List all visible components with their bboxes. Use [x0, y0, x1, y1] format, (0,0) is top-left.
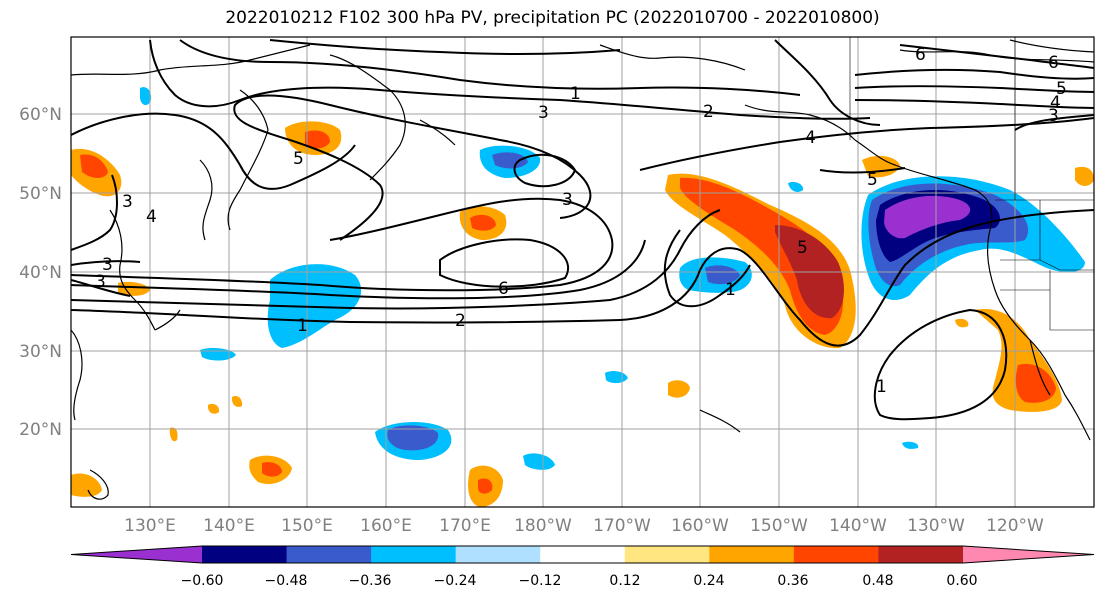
- lon-label: 150°W: [750, 516, 808, 536]
- colorbar-cell: [793, 546, 879, 563]
- precip-neg-purple: [884, 195, 971, 239]
- map-title: 2022010212 F102 300 hPa PV, precipitatio…: [225, 8, 880, 28]
- precip-neg-small-4: [140, 87, 152, 106]
- contour-label: 6: [498, 279, 509, 299]
- precip-neg-165e-north-mid: [492, 152, 528, 169]
- colorbar-cell: [624, 546, 710, 563]
- colorbar-tick-label: −0.60: [181, 573, 224, 589]
- contour-label: 3: [562, 190, 573, 210]
- lat-label: 40°N: [19, 263, 62, 283]
- precip-pos-asia-red: [80, 154, 108, 178]
- lon-label: 170°W: [593, 516, 651, 536]
- precip-pos-small-3: [231, 396, 243, 407]
- graticule: [71, 37, 1094, 507]
- colorbar-extend-low: [71, 546, 202, 563]
- contour-label: 2: [455, 311, 466, 331]
- precip-pos-sw-red: [1015, 363, 1056, 403]
- lon-label: 150°E: [281, 516, 333, 536]
- lon-label: 140°W: [829, 516, 887, 536]
- precip-neg-small-1: [523, 453, 555, 470]
- precip-pos-phil: [71, 473, 102, 497]
- precip-pos-small-4: [169, 427, 178, 442]
- contour-label: 5: [797, 238, 808, 258]
- latitude-labels: 60°N 50°N 40°N 30°N 20°N: [19, 105, 62, 440]
- colorbar-tick-label: 0.36: [777, 573, 808, 589]
- lon-label: 180°W: [514, 516, 572, 536]
- contour-label: 6: [1048, 53, 1059, 73]
- contour-label: 1: [725, 280, 736, 300]
- lon-label: 140°E: [203, 516, 255, 536]
- colorbar-outline: [70, 545, 1095, 564]
- lon-label: 160°E: [360, 516, 412, 536]
- contour-label: 5: [1056, 79, 1067, 99]
- colorbar-tick-label: −0.24: [434, 573, 477, 589]
- contour-label: 3: [1048, 106, 1059, 126]
- colorbar-tick-label: 0.48: [862, 573, 893, 589]
- coastlines: [71, 39, 1094, 500]
- precip-pos-small-5: [955, 318, 969, 328]
- contour-label: 2: [703, 102, 714, 122]
- pv-contours: [71, 39, 1094, 421]
- contour-label: 3: [538, 103, 549, 123]
- contour-label: 6: [915, 45, 926, 65]
- lat-label: 20°N: [19, 420, 62, 440]
- colorbar-tick-label: 0.60: [946, 573, 977, 589]
- colorbar-cells: [70, 545, 1095, 564]
- lat-label: 60°N: [19, 105, 62, 125]
- colorbar-cell: [371, 546, 457, 563]
- contour-label: 1: [876, 377, 887, 397]
- colorbar-cell: [878, 546, 964, 563]
- precip-pos-170e-red: [470, 214, 496, 231]
- political-borders: [849, 37, 1094, 331]
- lat-label: 50°N: [19, 184, 62, 204]
- contour-label: 5: [293, 149, 304, 169]
- precip-pos-155e-red: [262, 462, 282, 477]
- lon-label: 120°W: [986, 516, 1044, 536]
- lon-label: 170°E: [439, 516, 491, 536]
- precip-neg-small-6: [902, 441, 919, 449]
- longitude-labels: 130°E 140°E 150°E 160°E 170°E 180°W 170°…: [124, 516, 1044, 536]
- precip-neg-small-3: [605, 370, 628, 384]
- colorbar-tick-labels: −0.60 −0.48 −0.36 −0.24 −0.12 0.12 0.24 …: [181, 573, 978, 589]
- colorbar-tick-label: −0.12: [519, 573, 562, 589]
- lon-label: 130°W: [907, 516, 965, 536]
- colorbar-tick-label: 0.24: [693, 573, 724, 589]
- precip-neg-small-5: [788, 181, 804, 192]
- lat-label: 30°N: [19, 342, 62, 362]
- contour-label: 3: [122, 192, 133, 212]
- map-frame: [70, 36, 1095, 508]
- precip-pos-small-1: [118, 281, 150, 296]
- precip-pos-174e-red: [478, 478, 493, 494]
- contour-label: 5: [867, 170, 878, 190]
- colorbar-tick-label: −0.36: [349, 573, 392, 589]
- colorbar-tick-label: −0.48: [265, 573, 308, 589]
- colorbar-cell: [540, 546, 626, 563]
- lon-label: 130°E: [124, 516, 176, 536]
- colorbar: −0.60 −0.48 −0.36 −0.24 −0.12 0.12 0.24 …: [70, 545, 1095, 589]
- contour-label: 4: [146, 207, 157, 227]
- colorbar-cell: [709, 546, 795, 563]
- contour-label: 3: [95, 272, 106, 292]
- precip-neg-165e-south-mid: [387, 425, 439, 451]
- precip-neg-small-2: [200, 347, 236, 361]
- precip-pos-150e-red: [305, 130, 330, 149]
- contour-label: 3: [102, 255, 113, 275]
- colorbar-extend-high: [963, 546, 1094, 563]
- precip-pos-hi: [668, 380, 690, 398]
- precip-neg-160w-mid: [705, 265, 740, 285]
- precip-pos-small-2: [207, 403, 220, 414]
- contour-label: 4: [805, 128, 816, 148]
- contour-labels: 1 2 3 4 5 6 3 5 3 6 1 2 1 4 5 6 5 4 3 1 …: [95, 45, 1067, 397]
- precipitation-shading: [71, 87, 1094, 507]
- colorbar-cell: [455, 546, 541, 563]
- contour-label: 1: [297, 316, 308, 336]
- lon-label: 160°W: [671, 516, 729, 536]
- contour-label: 4: [1050, 93, 1061, 113]
- colorbar-cell: [286, 546, 372, 563]
- colorbar-tick-label: 0.12: [609, 573, 640, 589]
- contour-label: 1: [570, 84, 581, 104]
- precip-pos-bc: [1075, 166, 1094, 186]
- colorbar-cell: [202, 546, 288, 563]
